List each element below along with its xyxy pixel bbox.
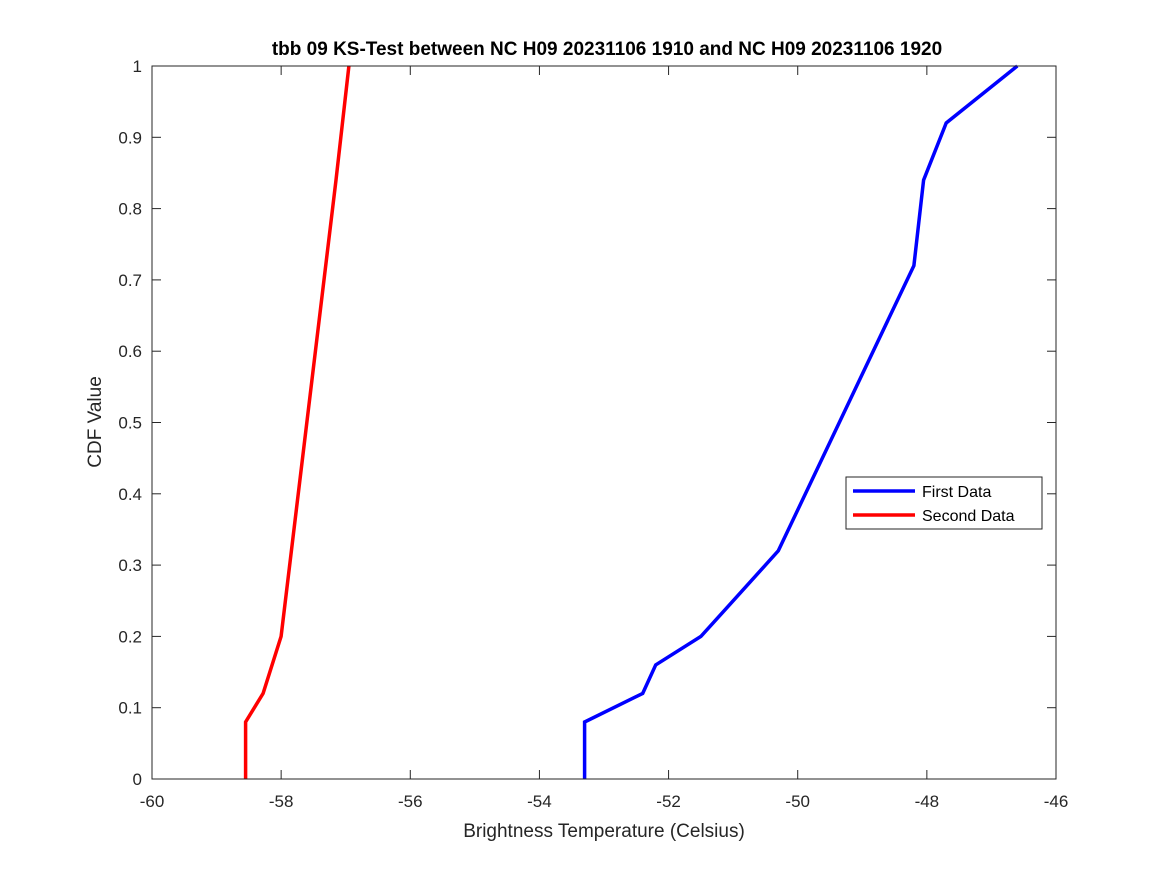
legend-label-first-data: First Data — [922, 484, 991, 501]
x-tick-label: -60 — [140, 792, 165, 811]
x-axis-ticks: -60 -58 -56 -54 -52 -50 -48 -46 — [140, 66, 1069, 811]
x-tick-label: -56 — [398, 792, 423, 811]
x-tick-label: -52 — [656, 792, 681, 811]
x-tick-label: -58 — [269, 792, 294, 811]
y-tick-label: 0.9 — [118, 128, 142, 147]
x-tick-label: -48 — [915, 792, 940, 811]
legend-label-second-data: Second Data — [922, 508, 1015, 525]
y-tick-label: 0.3 — [118, 556, 142, 575]
y-tick-label: 0.7 — [118, 271, 142, 290]
x-tick-label: -54 — [527, 792, 552, 811]
y-tick-label: 0 — [133, 770, 142, 789]
y-tick-label: 0.4 — [118, 485, 142, 504]
y-tick-label: 0.1 — [118, 699, 142, 718]
y-tick-label: 0.5 — [118, 414, 142, 433]
y-tick-label: 1 — [133, 57, 142, 76]
plot-lines — [243, 64, 1019, 779]
y-tick-label: 0.2 — [118, 627, 142, 646]
legend-box — [845, 476, 1043, 530]
y-tick-label: 0.6 — [118, 342, 142, 361]
legend: First Data Second Data — [845, 476, 1043, 530]
y-axis-ticks: 0 0.1 0.2 0.3 0.4 0.5 0.6 0.7 0.8 0.9 1 — [118, 57, 1056, 789]
series-line-second-data — [243, 65, 351, 779]
x-tick-label: -50 — [785, 792, 810, 811]
y-axis-label: CDF Value — [85, 376, 106, 468]
y-tick-label: 0.8 — [118, 200, 142, 219]
x-tick-label: -46 — [1044, 792, 1069, 811]
chart-title: tbb 09 KS-Test between NC H09 20231106 1… — [272, 39, 942, 60]
plot-frame — [151, 65, 1057, 780]
x-axis-label: Brightness Temperature (Celsius) — [463, 821, 745, 842]
series-line-first-data — [582, 64, 1019, 779]
